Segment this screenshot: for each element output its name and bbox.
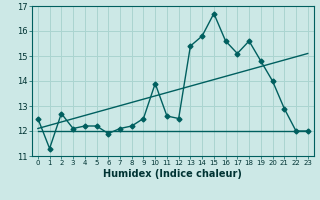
X-axis label: Humidex (Indice chaleur): Humidex (Indice chaleur) [103, 169, 242, 179]
